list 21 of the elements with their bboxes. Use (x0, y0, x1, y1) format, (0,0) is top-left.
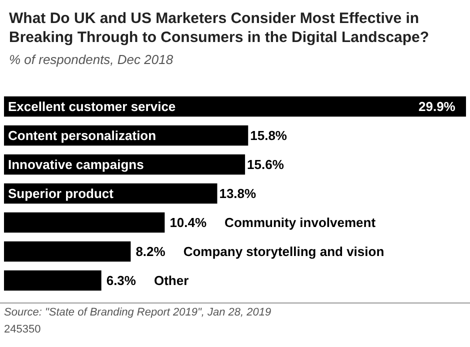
data-label: 10.4% (170, 215, 207, 230)
y-tick-label: Innovative campaigns (8, 157, 144, 172)
y-tick-label: Company storytelling and vision (183, 244, 384, 259)
bar (4, 270, 102, 291)
data-label: 13.8% (219, 186, 257, 201)
text: 245350 (4, 324, 41, 336)
chart-subtitle: % of respondents, Dec 2018 (9, 52, 174, 67)
source-note: Source: "State of Branding Report 2019", Jan 28, 2019 (4, 306, 272, 318)
chart-title: What Do UK and US Marketers Consider Most Effective in Breaking Through to Consumers in the Digital Landscape? (9, 10, 430, 46)
y-tick-label: Content personalization (8, 128, 156, 143)
y-tick-label: Excellent customer service (8, 99, 176, 114)
data-label: 8.2% (136, 244, 166, 259)
data-label: 15.6% (247, 157, 284, 172)
y-tick-label: Superior product (8, 186, 114, 201)
bar (4, 212, 165, 233)
data-label: 29.9% (418, 99, 456, 114)
y-tick-label: Community involvement (224, 215, 376, 230)
bar (4, 241, 131, 262)
data-label: 15.8% (250, 128, 288, 143)
y-tick-label: Other (154, 273, 189, 288)
data-label: 6.3% (106, 273, 136, 288)
